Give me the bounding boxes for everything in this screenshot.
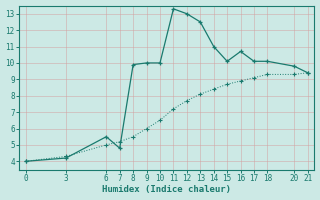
X-axis label: Humidex (Indice chaleur): Humidex (Indice chaleur) bbox=[102, 185, 231, 194]
